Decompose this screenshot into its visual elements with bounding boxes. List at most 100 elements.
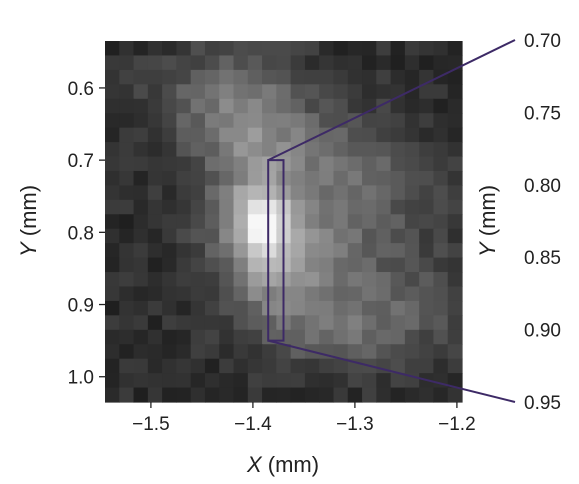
heatmap-cell — [447, 69, 463, 85]
heatmap-cell — [376, 373, 392, 389]
heatmap-cell — [447, 300, 463, 316]
heatmap-cell — [119, 286, 135, 302]
heatmap-cell — [162, 257, 177, 273]
heatmap-cell — [105, 84, 120, 100]
heatmap-cell — [304, 170, 320, 186]
heatmap-cell — [319, 373, 335, 389]
heatmap-cell — [233, 257, 249, 273]
heatmap-cell — [176, 358, 192, 374]
heatmap-cell — [105, 127, 120, 143]
heatmap-cell — [362, 373, 377, 389]
heatmap-cell — [262, 41, 277, 57]
heatmap-cell — [304, 214, 320, 230]
y-tick-label: 0.9 — [68, 296, 94, 317]
heatmap-cell — [176, 98, 192, 114]
heatmap-cell — [147, 272, 163, 288]
heatmap-cell — [304, 243, 320, 259]
heatmap-cell — [433, 156, 449, 172]
heatmap-cell — [319, 358, 335, 374]
heatmap-cell — [447, 199, 463, 215]
heatmap-cell — [219, 329, 235, 345]
heatmap-cell — [190, 98, 206, 114]
heatmap-cell — [176, 156, 192, 172]
heatmap-cell — [333, 55, 349, 71]
heatmap-cell — [105, 185, 120, 201]
heatmap-cell — [247, 84, 263, 100]
heatmap-cell — [404, 387, 420, 403]
heatmap-cell — [219, 214, 235, 230]
heatmap-cell — [133, 127, 149, 143]
heatmap-cell — [319, 185, 335, 201]
heatmap-cell — [290, 84, 306, 100]
heatmap-cell — [247, 98, 263, 114]
heatmap-cell — [190, 387, 206, 403]
heatmap-cell — [304, 142, 320, 158]
heatmap-cell — [105, 142, 120, 158]
heatmap-cell — [105, 315, 120, 331]
heatmap-cell — [133, 55, 149, 71]
heatmap-cell — [233, 214, 249, 230]
heatmap-cell — [447, 257, 463, 273]
heatmap-cell — [105, 243, 120, 259]
heatmap-cell — [247, 344, 263, 360]
heatmap-cell — [290, 113, 306, 129]
heatmap-cell — [362, 142, 377, 158]
heatmap-cell — [404, 214, 420, 230]
heatmap-cell — [404, 55, 420, 71]
heatmap-cell — [333, 41, 349, 57]
heatmap-cell — [105, 98, 120, 114]
heatmap-cell — [362, 315, 377, 331]
heatmap-cell — [404, 69, 420, 85]
heatmap-cell — [176, 69, 192, 85]
heatmap-cell — [190, 170, 206, 186]
heatmap-cell — [290, 272, 306, 288]
heatmap-cell — [190, 373, 206, 389]
heatmap-cell — [447, 98, 463, 114]
heatmap-cell — [233, 315, 249, 331]
heatmap-cell — [262, 214, 277, 230]
heatmap-cell — [119, 185, 135, 201]
heatmap-cell — [433, 170, 449, 186]
heatmap-cell — [447, 315, 463, 331]
heatmap-cell — [362, 113, 377, 129]
heatmap-cell — [319, 387, 335, 403]
heatmap-cell — [333, 113, 349, 129]
heatmap-cell — [362, 170, 377, 186]
heatmap-cell — [390, 228, 406, 244]
heatmap-cell — [119, 272, 135, 288]
heatmap-cell — [247, 358, 263, 374]
heatmap-cell — [147, 113, 163, 129]
heatmap-cell — [147, 243, 163, 259]
heatmap-cell — [390, 387, 406, 403]
heatmap-cell — [147, 98, 163, 114]
heatmap-cell — [119, 315, 135, 331]
heatmap-cell — [204, 113, 220, 129]
heatmap-cell — [190, 315, 206, 331]
heatmap-cell — [219, 315, 235, 331]
heatmap-cell — [204, 286, 220, 302]
heatmap-cell — [419, 113, 435, 129]
heatmap-cell — [119, 98, 135, 114]
heatmap-cell — [247, 228, 263, 244]
heatmap-cell — [233, 142, 249, 158]
heatmap-cell — [133, 358, 149, 374]
heatmap-cell — [147, 199, 163, 215]
heatmap-cell — [390, 156, 406, 172]
heatmap-cell — [362, 185, 377, 201]
heatmap-cell — [319, 113, 335, 129]
heatmap-cell — [133, 315, 149, 331]
heatmap-cell — [319, 272, 335, 288]
heatmap-cell — [119, 69, 135, 85]
heatmap-cell — [262, 344, 277, 360]
heatmap-cell — [162, 185, 177, 201]
heatmap-cell — [133, 199, 149, 215]
heatmap-cell — [419, 387, 435, 403]
heatmap-cell — [133, 243, 149, 259]
heatmap-cell — [390, 373, 406, 389]
heatmap-cell — [362, 272, 377, 288]
zoom-y-axis-label: Y (mm) — [475, 185, 500, 257]
heatmap-cell — [433, 199, 449, 215]
heatmap-cell — [176, 344, 192, 360]
heatmap-cell — [433, 243, 449, 259]
heatmap-cell — [376, 55, 392, 71]
